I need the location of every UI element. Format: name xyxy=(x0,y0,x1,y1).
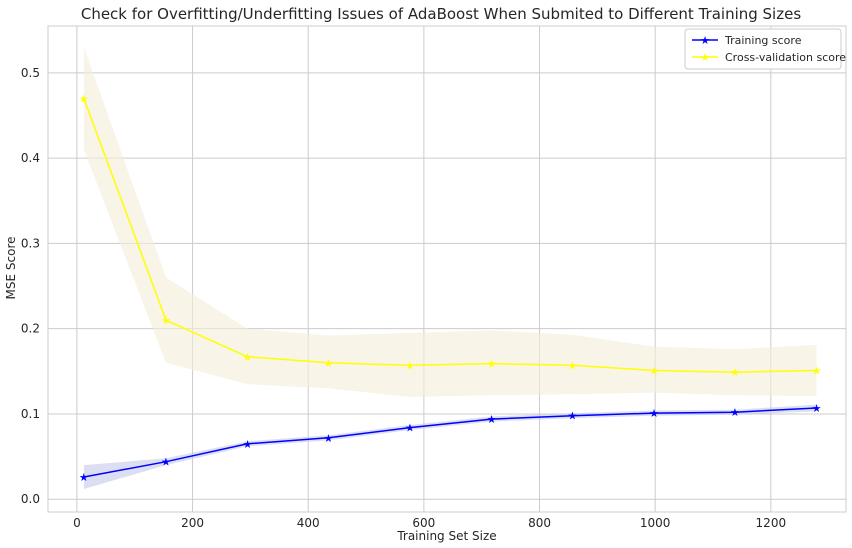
point-series-0: ★ xyxy=(161,456,171,469)
series-lines xyxy=(83,98,817,478)
y-tick-label: 0.1 xyxy=(21,407,40,421)
x-tick-label: 1000 xyxy=(640,516,671,530)
y-tick-label: 0.4 xyxy=(21,151,40,165)
point-series-0: ★ xyxy=(243,438,253,451)
point-series-0: ★ xyxy=(79,471,89,484)
point-series-0: ★ xyxy=(405,422,415,435)
point-series-1: ★ xyxy=(161,314,171,327)
y-tick-label: 0.0 xyxy=(21,492,40,506)
chart-title: Check for Overfitting/Underfitting Issue… xyxy=(81,5,801,23)
x-tick-label: 200 xyxy=(181,516,204,530)
point-series-1: ★ xyxy=(324,357,334,370)
line-series-0 xyxy=(83,407,817,478)
point-series-0: ★ xyxy=(324,432,334,445)
x-tick-label: 800 xyxy=(528,516,551,530)
x-axis-label: Training Set Size xyxy=(396,529,496,543)
x-tick-labels: 0 200 400 600 800 1000 1200 xyxy=(73,516,786,530)
x-tick-label: 0 xyxy=(73,516,81,530)
x-tick-label: 400 xyxy=(297,516,320,530)
legend: ★ Training score ★ Cross-validation scor… xyxy=(684,28,846,70)
point-series-1: ★ xyxy=(649,364,659,377)
x-tick-label: 600 xyxy=(412,516,435,530)
point-series-0: ★ xyxy=(649,407,659,420)
plot-area xyxy=(47,25,847,513)
point-series-0: ★ xyxy=(730,406,740,419)
point-series-1: ★ xyxy=(243,351,253,364)
x-tick-label: 1200 xyxy=(756,516,787,530)
point-series-1: ★ xyxy=(812,364,822,377)
y-tick-label: 0.3 xyxy=(21,236,40,250)
y-tick-labels: 0.0 0.1 0.2 0.3 0.4 0.5 xyxy=(21,66,40,506)
series-markers: ★ ★ ★ ★ ★ ★ ★ ★ ★ ★ ★ ★ ★ ★ ★ ★ ★ ★ ★ ★ xyxy=(79,92,822,484)
point-series-1: ★ xyxy=(568,359,578,372)
legend-marker-training: ★ xyxy=(700,34,710,47)
legend-label-training: Training score xyxy=(724,34,802,47)
line-series-1 xyxy=(83,98,817,373)
grid xyxy=(48,26,846,512)
legend-box xyxy=(684,28,842,70)
legend-marker-cv: ★ xyxy=(700,51,710,64)
y-tick-label: 0.5 xyxy=(21,66,40,80)
point-series-0: ★ xyxy=(487,413,497,426)
point-series-1: ★ xyxy=(487,358,497,371)
band-series-1 xyxy=(83,47,817,397)
point-series-0: ★ xyxy=(568,410,578,423)
legend-label-cv: Cross-validation score xyxy=(725,51,846,64)
point-series-1: ★ xyxy=(730,366,740,379)
y-tick-label: 0.2 xyxy=(21,322,40,336)
point-series-1: ★ xyxy=(79,92,89,105)
point-series-0: ★ xyxy=(812,402,822,415)
point-series-1: ★ xyxy=(405,359,415,372)
y-axis-label: MSE Score xyxy=(4,237,18,300)
